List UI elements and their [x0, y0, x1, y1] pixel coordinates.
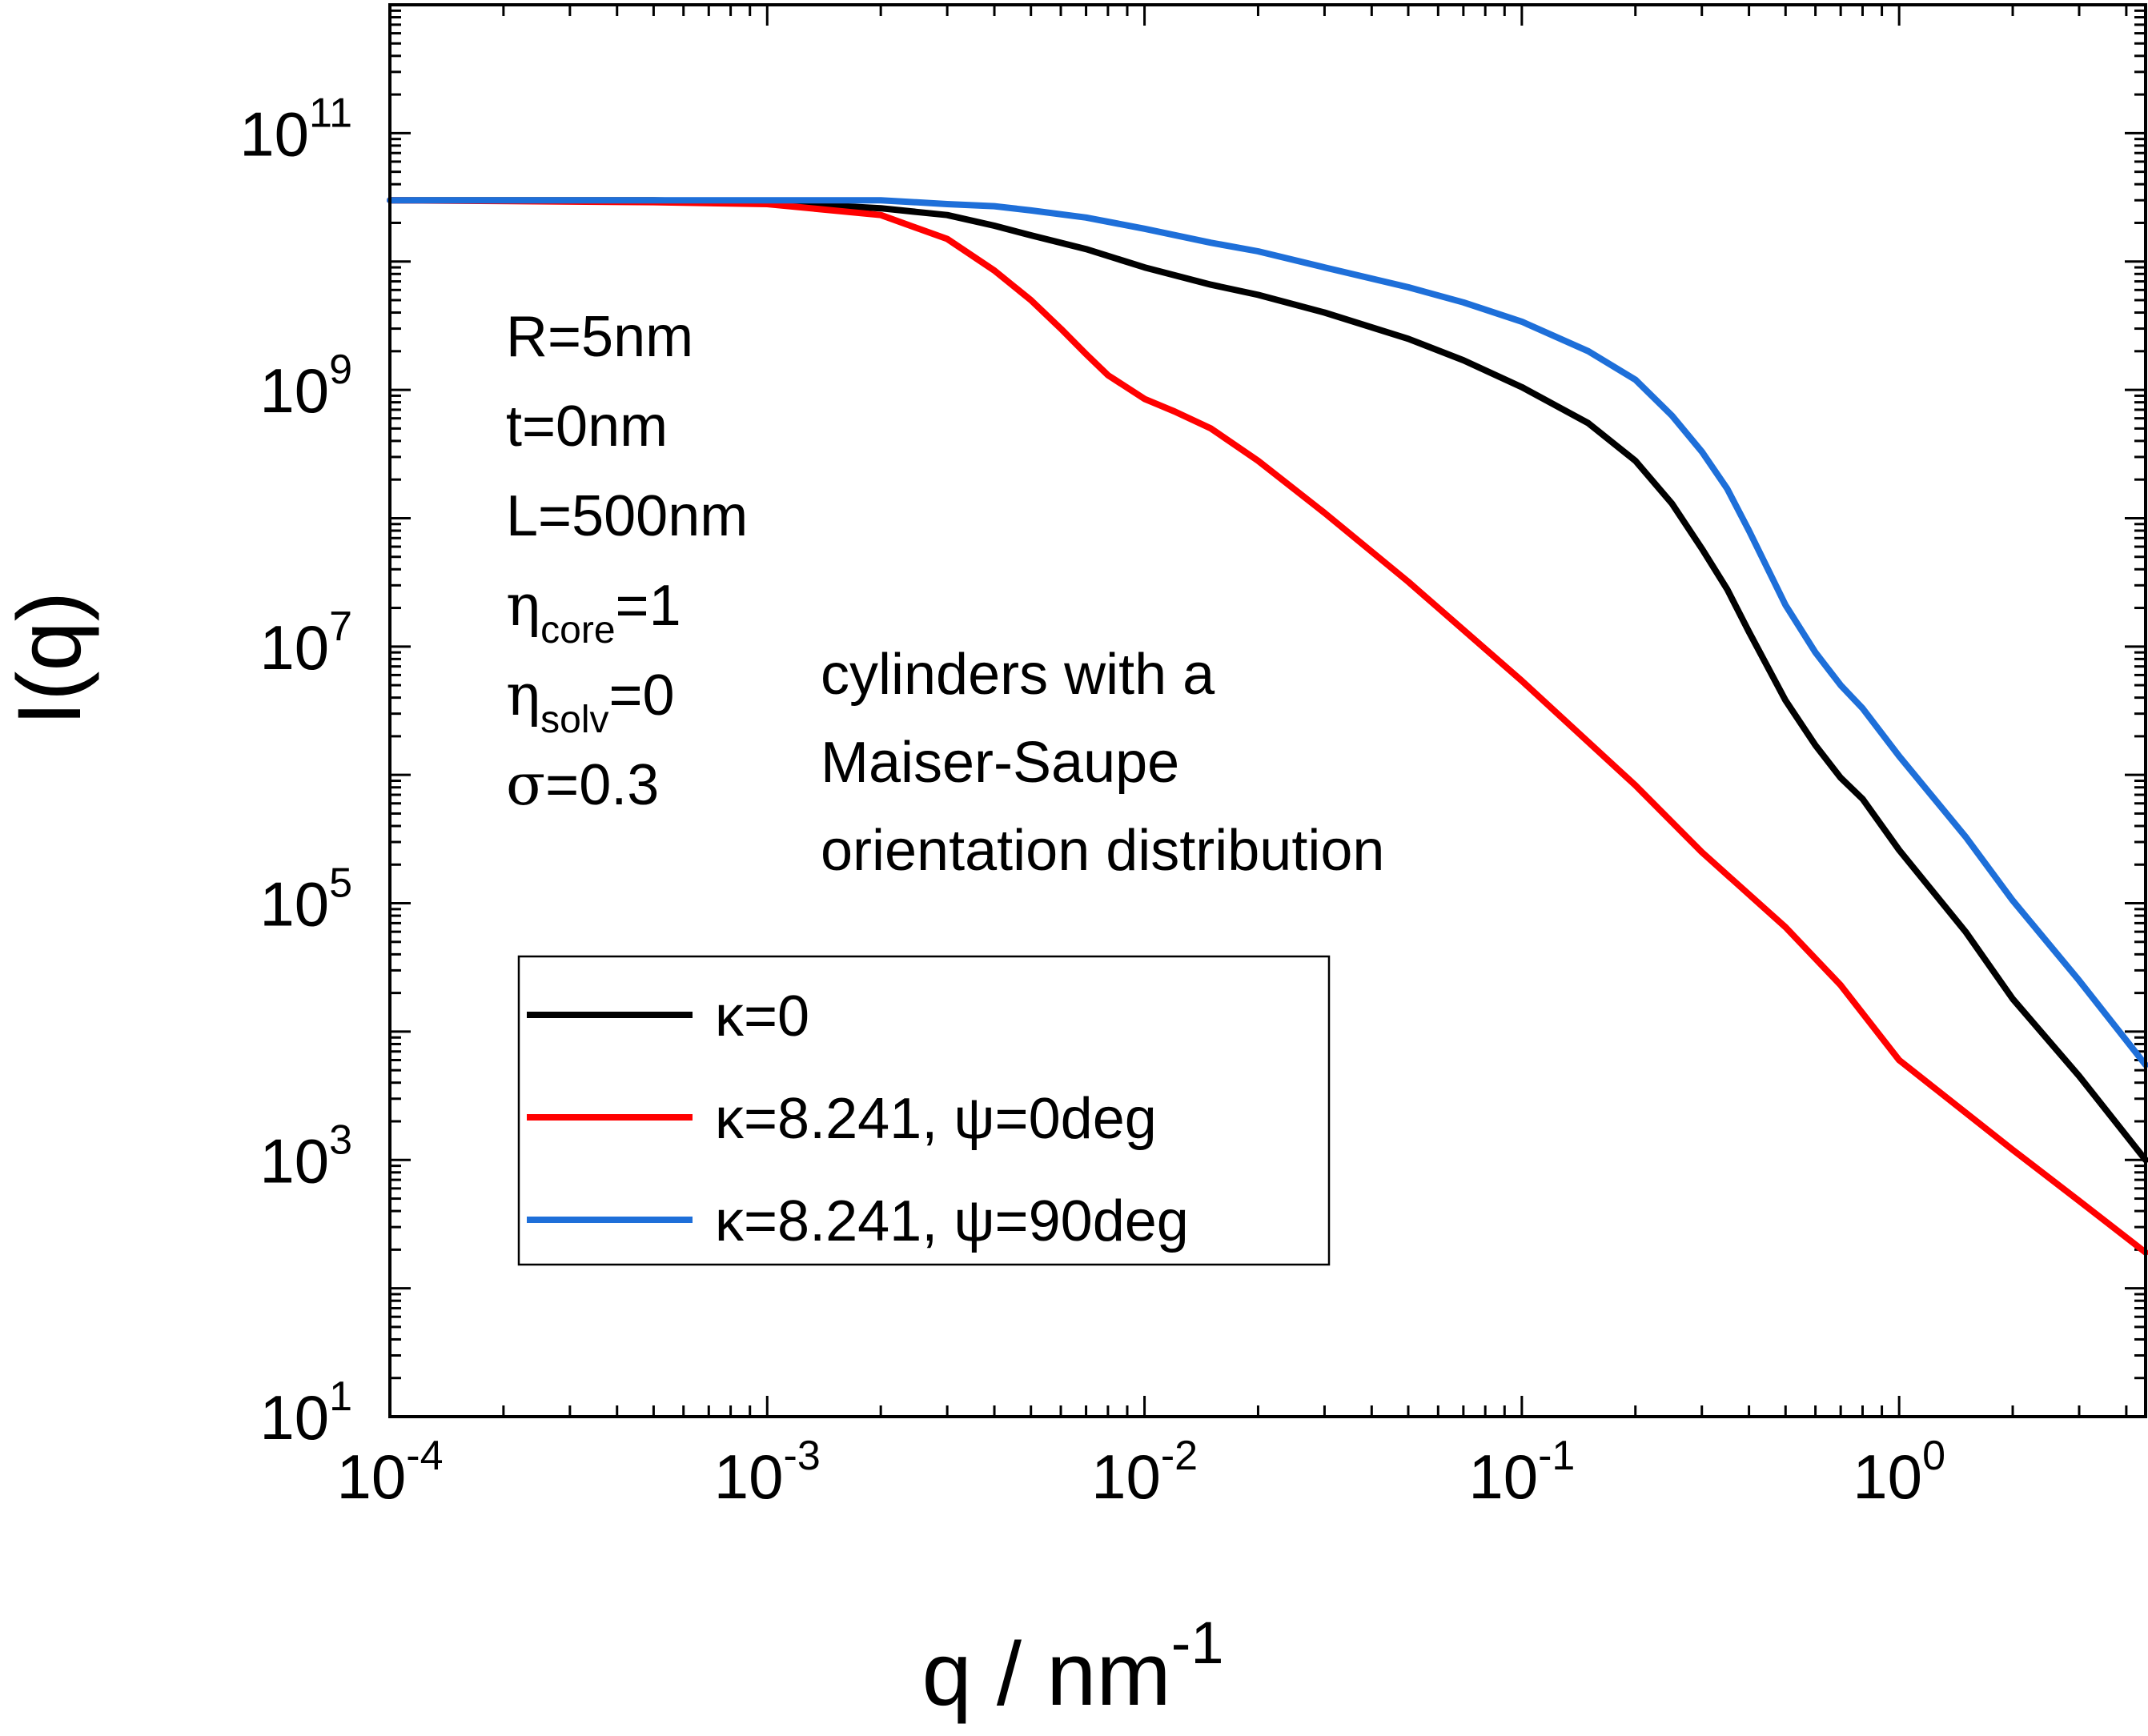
y-tick-base: 10: [259, 612, 329, 683]
x-tick-exponent: -2: [1161, 1433, 1198, 1479]
x-axis-title: q / nm-1: [921, 1610, 1223, 1724]
annotation-text: cylinders with a Maiser-Saupe orientation …: [821, 643, 1384, 883]
parameter-symbol: η: [506, 661, 540, 728]
y-tick-base: 10: [259, 355, 329, 426]
parameter-subscript: solv: [540, 699, 608, 741]
y-tick-exponent: 5: [329, 860, 352, 907]
x-tick-base: 10: [1091, 1441, 1161, 1512]
legend: κ=0 κ=8.241, ψ=0deg κ=8.241, ψ=90deg: [517, 955, 1331, 1266]
x-tick-exponent: 0: [1922, 1433, 1945, 1479]
y-tick-label: 103: [259, 1117, 352, 1196]
y-tick-label: 101: [259, 1373, 352, 1453]
y-tick-base: 10: [259, 1382, 329, 1453]
x-tick-exponent: -3: [784, 1433, 821, 1479]
plot-frame: [388, 3, 2147, 1418]
parameter-value: =0.3: [545, 753, 659, 817]
parameter-value: R=5nm: [506, 305, 693, 369]
y-tick-exponent: 1: [329, 1373, 352, 1420]
y-tick-base: 10: [259, 869, 329, 940]
x-tick-label: 10-4: [336, 1433, 443, 1512]
parameter-2: L=500nm: [506, 484, 748, 548]
y-tick-label: 105: [259, 860, 352, 940]
legend-label-2: κ=8.241, ψ=90deg: [715, 1189, 1189, 1253]
legend-label-1: κ=8.241, ψ=0deg: [715, 1087, 1157, 1151]
legend-box: [517, 955, 1331, 1266]
y-tick-exponent: 7: [329, 603, 352, 650]
parameter-0: R=5nm: [506, 305, 693, 369]
y-tick-label: 107: [259, 603, 352, 683]
parameter-subscript: core: [540, 609, 615, 652]
series-line-0: [387, 197, 2148, 1164]
y-tick-label: 109: [259, 347, 352, 426]
x-tick-base: 10: [714, 1441, 784, 1512]
x-tick-label: 10-3: [714, 1433, 821, 1512]
parameter-1: t=0nm: [506, 395, 668, 459]
y-tick-base: 10: [259, 1125, 329, 1196]
y-tick-label: 1011: [239, 90, 352, 169]
x-tick-label: 10-2: [1091, 1433, 1198, 1512]
parameter-3: ηcore=1: [506, 571, 681, 652]
y-axis-title: I(q): [0, 591, 99, 726]
parameter-symbol: η: [506, 571, 540, 639]
parameter-value: =1: [616, 574, 681, 638]
x-tick-label: 100: [1853, 1433, 1945, 1512]
parameter-5: σ=0.3: [506, 751, 659, 818]
plot-curves: [387, 197, 2148, 1256]
series-line-1: [387, 197, 2148, 1256]
annotation-line-2: orientation distribution: [821, 819, 1384, 883]
parameter-symbol: σ: [506, 751, 545, 818]
legend-label-0: κ=0: [715, 984, 809, 1048]
series-line-2: [387, 197, 2148, 1068]
annotation-line-0: cylinders with a: [821, 643, 1215, 707]
annotation-line-1: Maiser-Saupe: [821, 731, 1179, 795]
x-tick-base: 10: [1853, 1441, 1922, 1512]
parameter-4: ηsolv=0: [506, 661, 675, 741]
axis-ticks: [388, 5, 2146, 1418]
y-tick-exponent: 9: [329, 347, 352, 393]
y-tick-exponent: 3: [329, 1117, 352, 1163]
x-tick-base: 10: [336, 1441, 406, 1512]
y-tick-base: 10: [239, 98, 309, 169]
x-tick-label: 10-1: [1468, 1433, 1575, 1512]
parameter-value: L=500nm: [506, 484, 748, 548]
x-tick-exponent: -4: [406, 1433, 443, 1479]
parameter-value: =0: [609, 664, 675, 728]
y-tick-exponent: 11: [309, 90, 352, 136]
x-tick-base: 10: [1468, 1441, 1538, 1512]
parameter-value: t=0nm: [506, 395, 668, 459]
x-tick-exponent: -1: [1538, 1433, 1575, 1479]
